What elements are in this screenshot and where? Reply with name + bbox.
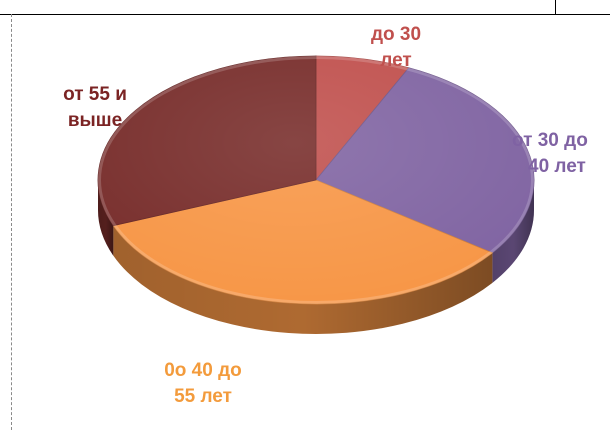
slice-label-line: 40 лет (528, 155, 586, 177)
slice-label-30-40: от 30 до 40 лет (512, 128, 610, 179)
page-top-border (0, 0, 610, 15)
pie-top-sheen (98, 56, 534, 304)
pie-side-shading (98, 180, 114, 256)
pie-side-shading (113, 225, 493, 334)
slice-label-line: выше (67, 109, 123, 131)
pie-side-shading (492, 180, 534, 283)
slice-label-line: до 30 (370, 24, 422, 45)
page-corner-tick (555, 0, 556, 15)
pie-rim-highlight (98, 56, 534, 304)
slice-label-under-30: до 30 лет (348, 22, 444, 73)
slice-label-line: 55 лет (174, 385, 232, 407)
page-left-border (11, 14, 12, 430)
slice-label-40-55: 0о 40 до 55 лет (148, 358, 258, 409)
slice-label-line: от 55 и (63, 84, 127, 105)
slice-label-55-plus: от 55 и выше (40, 82, 150, 133)
slice-label-line: от 30 до (512, 130, 588, 151)
slice-label-line: 0о 40 до (164, 360, 242, 381)
slice-label-line: лет (380, 49, 412, 71)
